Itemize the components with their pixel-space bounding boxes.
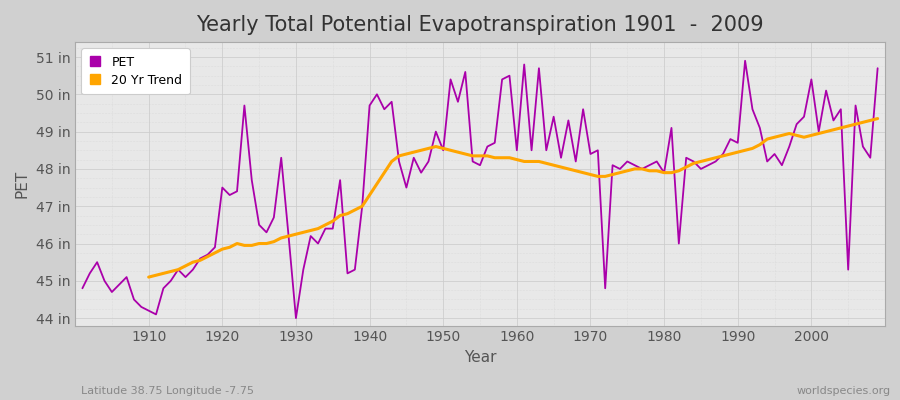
Text: Latitude 38.75 Longitude -7.75: Latitude 38.75 Longitude -7.75 <box>81 386 254 396</box>
Y-axis label: PET: PET <box>15 170 30 198</box>
Text: worldspecies.org: worldspecies.org <box>796 386 891 396</box>
X-axis label: Year: Year <box>464 350 496 365</box>
Legend: PET, 20 Yr Trend: PET, 20 Yr Trend <box>81 48 190 94</box>
Title: Yearly Total Potential Evapotranspiration 1901  -  2009: Yearly Total Potential Evapotranspiratio… <box>196 15 764 35</box>
